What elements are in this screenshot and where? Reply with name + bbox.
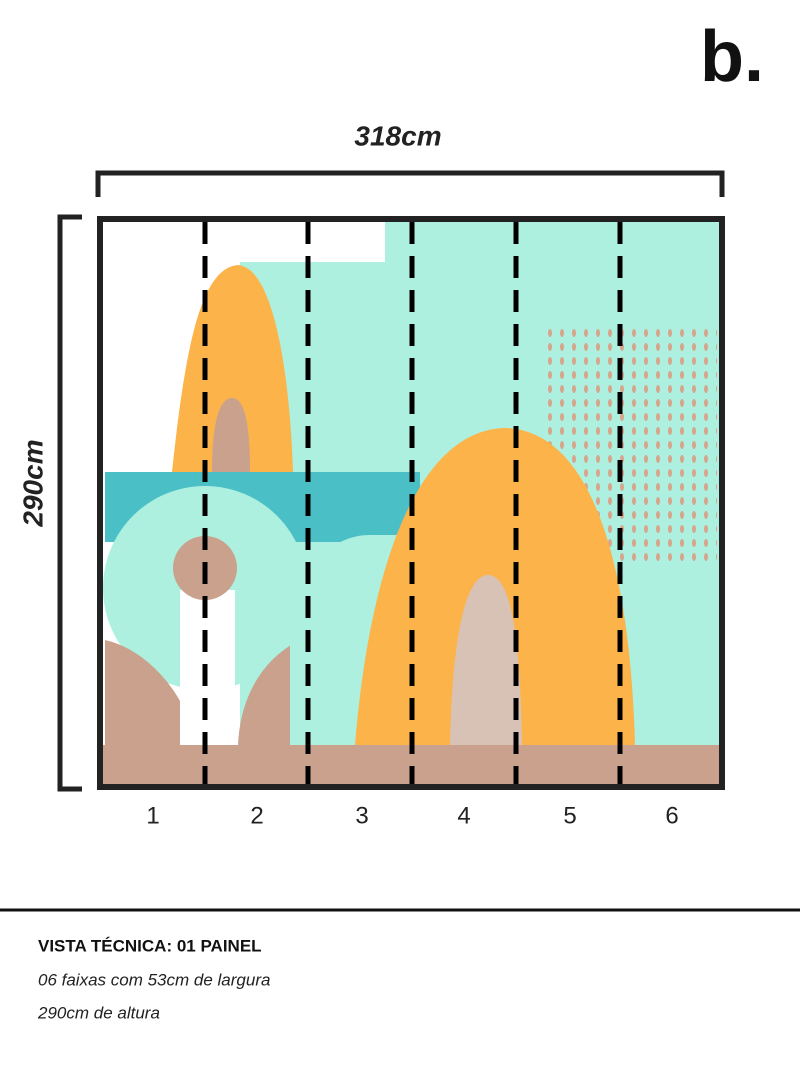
logo: b.: [700, 17, 764, 97]
artwork: [103, 222, 719, 784]
strip-dividers: [202, 222, 623, 784]
strip-number: 2: [250, 802, 263, 829]
strip-number: 4: [457, 802, 470, 829]
footer-line: 290cm de altura: [37, 1003, 160, 1022]
footer-line: 06 faixas com 53cm de largura: [38, 970, 270, 989]
footer-title: VISTA TÉCNICA: 01 PAINEL: [38, 936, 262, 955]
strip-number: 3: [355, 802, 368, 829]
height-bracket: [57, 214, 82, 792]
strip-number: 1: [146, 802, 159, 829]
width-label: 318cm: [354, 120, 441, 151]
panel-frame: [97, 216, 725, 790]
strip-number: 5: [563, 802, 576, 829]
width-bracket: [95, 170, 725, 197]
strip-number: 6: [665, 802, 678, 829]
height-label: 290cm: [17, 439, 48, 527]
